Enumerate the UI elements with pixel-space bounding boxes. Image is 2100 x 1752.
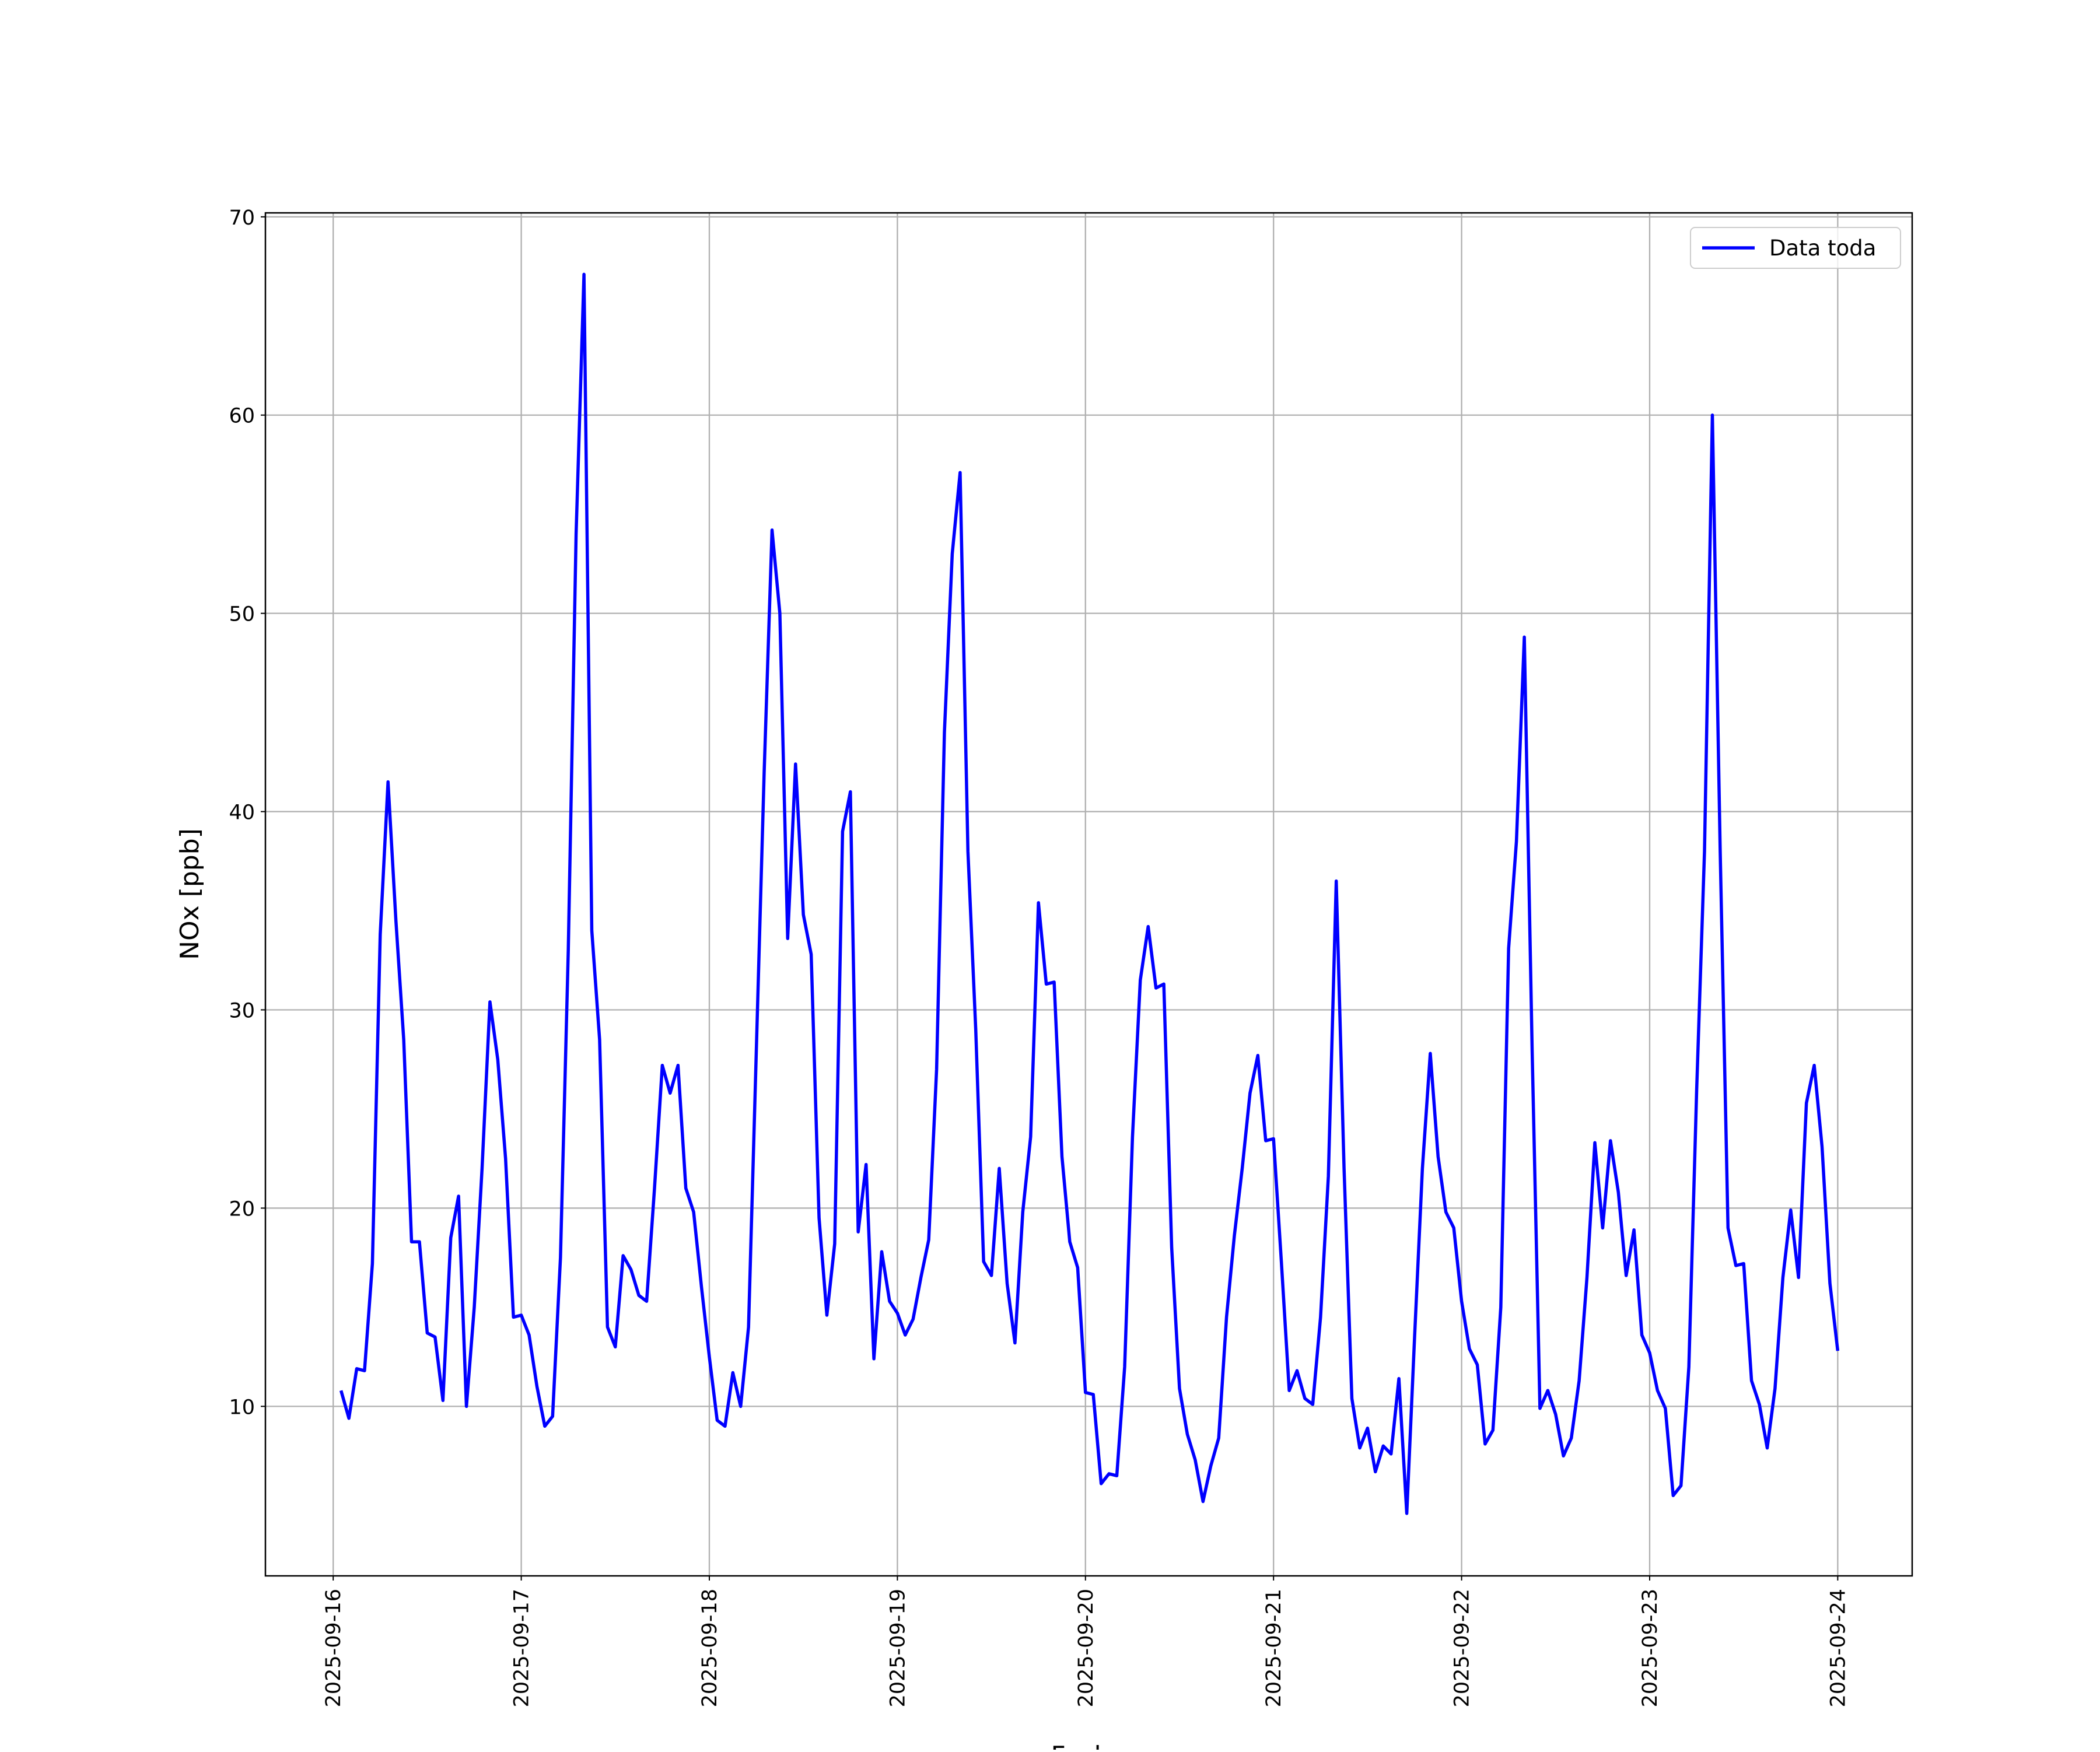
plot-frame (264, 212, 1913, 1577)
x-axis-label: Fecha (1051, 1741, 1126, 1750)
x-tick-label: 2025-09-18 (698, 1589, 722, 1707)
x-tick-label: 2025-09-16 (322, 1589, 345, 1707)
x-tick-label: 2025-09-21 (1262, 1589, 1286, 1707)
legend-label: Data toda (1769, 236, 1876, 261)
y-tick-label: 10 (229, 1396, 255, 1419)
y-tick-label: 30 (229, 1000, 255, 1023)
y-tick-label: 20 (229, 1197, 255, 1221)
data-line (339, 272, 1840, 1515)
y-axis-label: NOx [ppb] (175, 828, 205, 960)
y-tick-label: 50 (229, 603, 255, 626)
y-tick-label: 70 (229, 206, 255, 230)
y-tick-label: 60 (229, 405, 255, 428)
x-tick-label: 2025-09-17 (510, 1589, 534, 1707)
legend: Data toda (1690, 227, 1901, 269)
x-tick-label: 2025-09-23 (1639, 1589, 1662, 1707)
x-tick-label: 2025-09-20 (1074, 1589, 1098, 1707)
x-tick-label: 2025-09-22 (1451, 1589, 1474, 1707)
y-tick-label: 40 (229, 801, 255, 825)
x-tick-label: 2025-09-24 (1826, 1589, 1850, 1707)
legend-box (1690, 227, 1901, 269)
x-tick-label: 2025-09-19 (886, 1589, 909, 1707)
